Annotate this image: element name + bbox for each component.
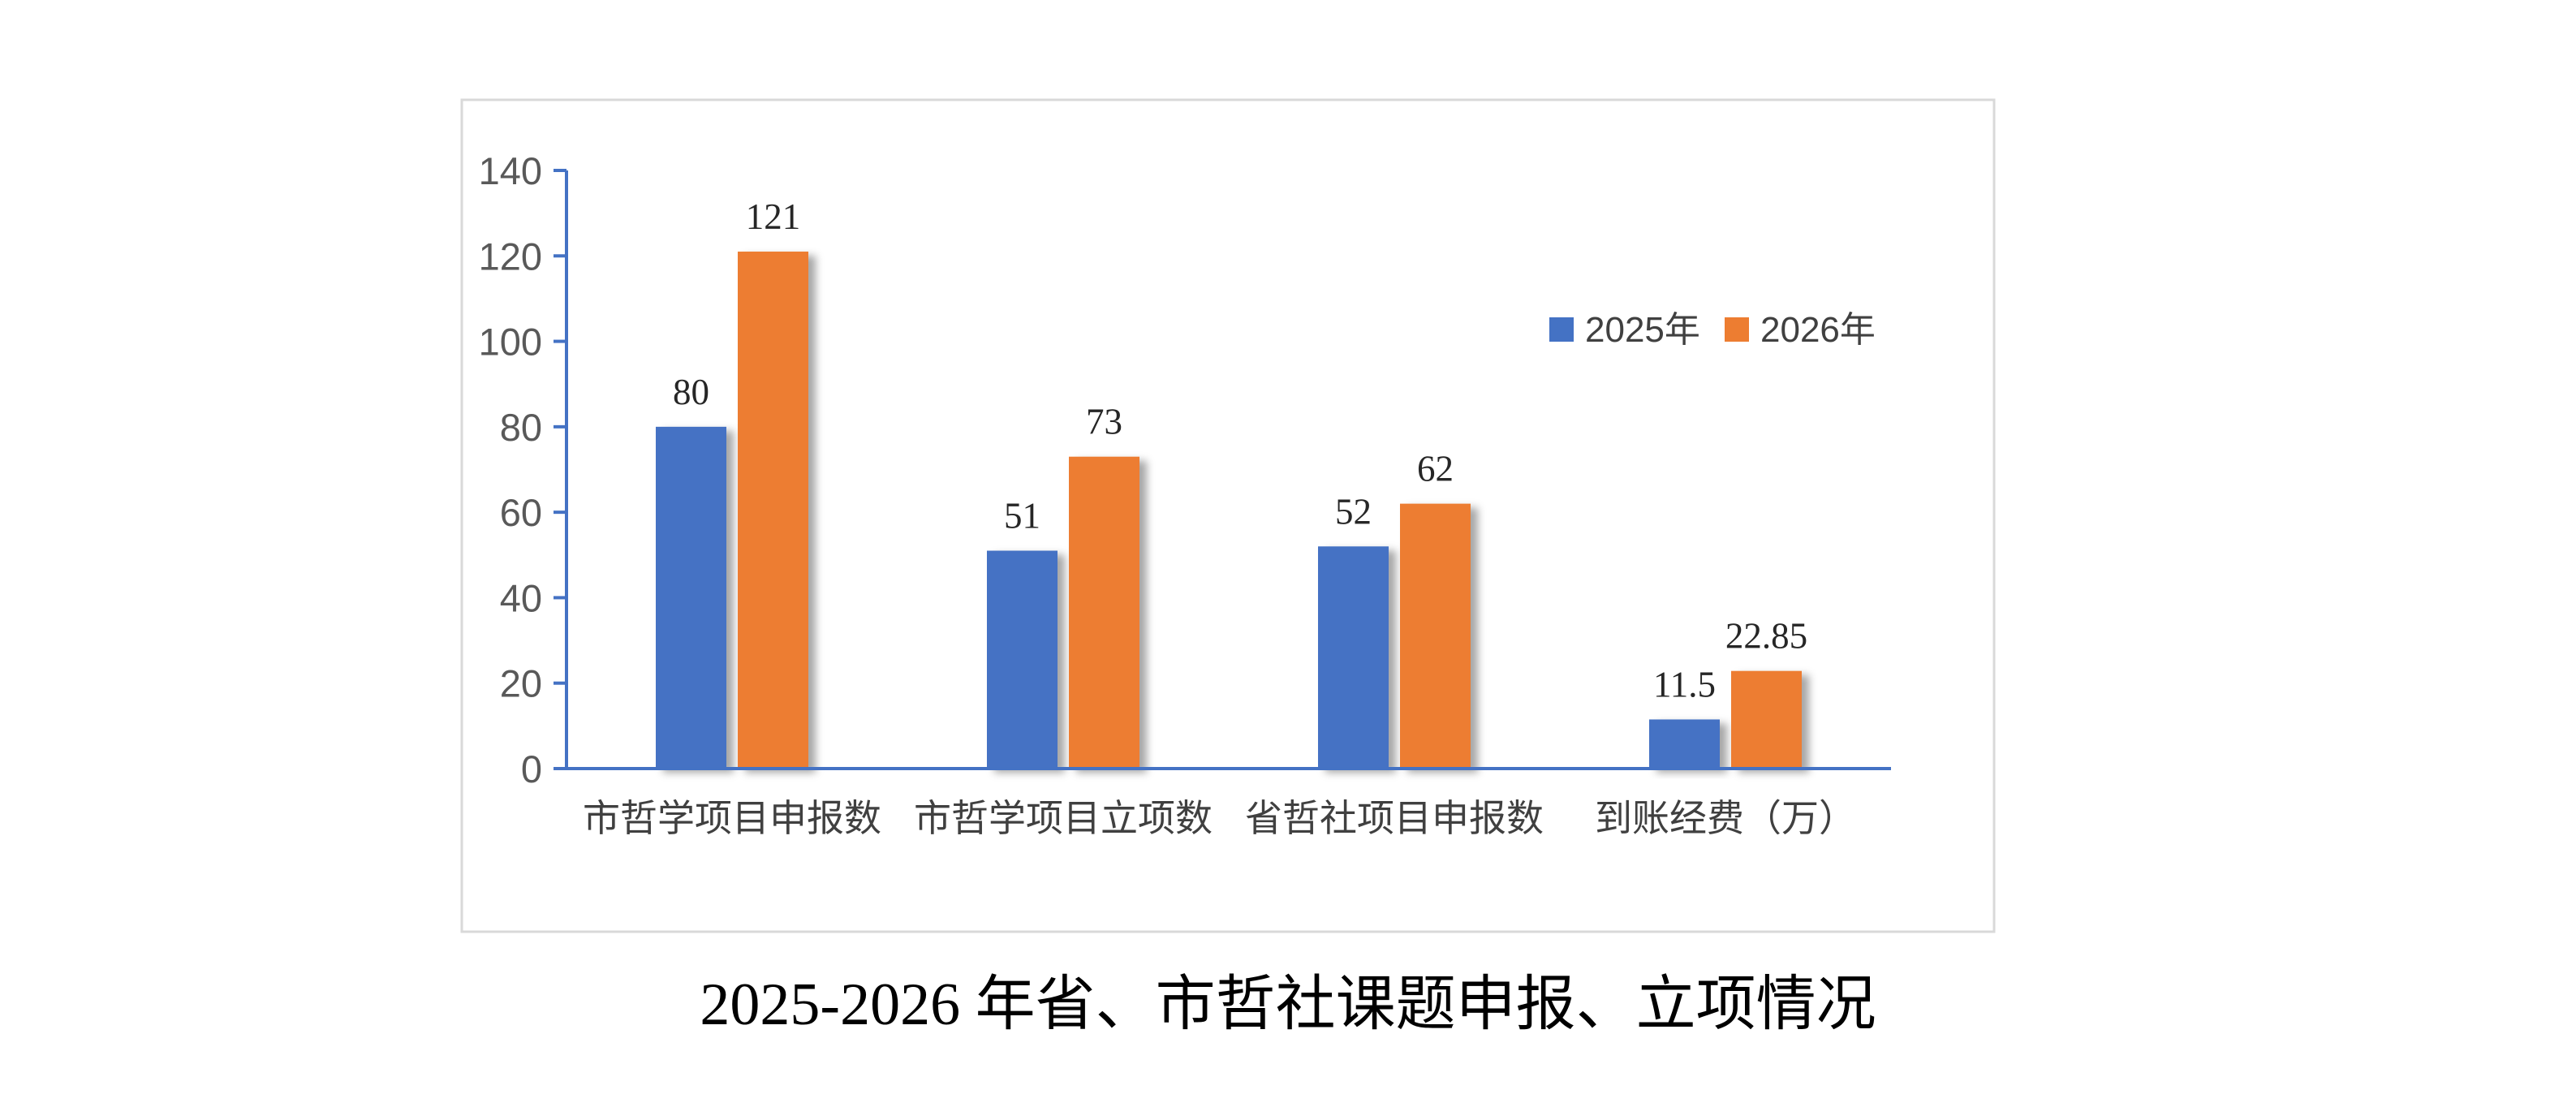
data-label-series-2-cat-2: 73 (1086, 402, 1122, 442)
bar-series-1-cat-2 (987, 550, 1058, 769)
legend-label-series-1: 2025年 (1585, 310, 1700, 350)
y-tick-label: 100 (479, 321, 542, 364)
category-label: 到账经费（万） (1595, 796, 1856, 840)
bar-series-2-cat-1 (738, 252, 808, 769)
legend: 2025年 2026年 (1549, 310, 1876, 350)
data-label-series-1-cat-1: 80 (673, 372, 709, 412)
y-tick-label: 0 (521, 747, 542, 790)
category-label: 市哲学项目立项数 (914, 796, 1213, 840)
y-tick-label: 20 (500, 662, 542, 705)
legend-swatch-series-2 (1725, 317, 1749, 342)
bar-series-2-cat-2 (1069, 456, 1139, 769)
data-label-series-1-cat-3: 52 (1335, 491, 1372, 532)
y-tick-label: 40 (500, 576, 542, 619)
bar-series-2-cat-3 (1400, 503, 1471, 769)
data-label-series-1-cat-2: 51 (1004, 496, 1040, 536)
chart-caption: 2025-2026 年省、市哲社课题申报、立项情况 (700, 971, 1876, 1038)
category-label: 市哲学项目申报数 (583, 796, 881, 840)
data-label-series-2-cat-4: 22.85 (1725, 616, 1807, 657)
axes-layer (554, 169, 1891, 770)
data-label-series-2-cat-1: 121 (746, 196, 801, 237)
labels-layer: 80 51 52 11.5 121 73 62 22.85 0 20 40 60 80 100 120 140… (479, 149, 1856, 840)
bars-layer (656, 252, 1802, 769)
bar-series-1-cat-1 (656, 426, 726, 769)
y-tick-label: 140 (479, 149, 542, 192)
data-label-series-1-cat-4: 11.5 (1653, 664, 1716, 704)
y-tick-label: 120 (479, 235, 542, 278)
data-label-series-2-cat-3: 62 (1417, 449, 1454, 489)
legend-swatch-series-1 (1549, 317, 1574, 342)
bar-series-1-cat-4 (1649, 719, 1720, 769)
legend-label-series-2: 2026年 (1760, 310, 1876, 350)
bar-series-2-cat-4 (1731, 670, 1802, 769)
bar-series-1-cat-3 (1318, 546, 1389, 769)
y-tick-label: 80 (500, 406, 542, 449)
y-tick-label: 60 (500, 491, 542, 534)
category-label: 省哲社项目申报数 (1245, 796, 1544, 840)
